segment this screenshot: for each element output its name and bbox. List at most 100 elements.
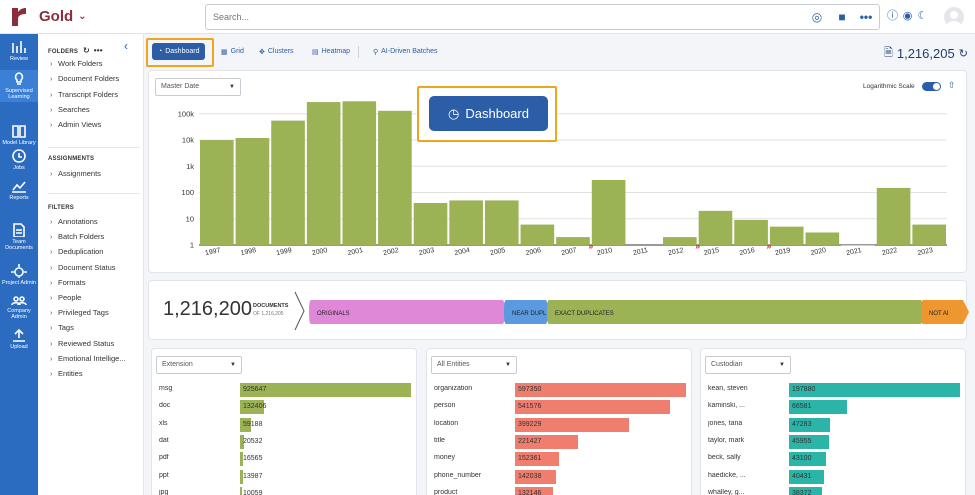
list-item[interactable]: doc 132406 — [159, 400, 414, 415]
segment-originals[interactable] — [309, 300, 509, 324]
sidebar-item-reviewed-status[interactable]: › Reviewed Status — [50, 339, 114, 348]
sidebar-item-entities[interactable]: › Entities — [50, 369, 83, 378]
sidebar-item-document-status[interactable]: › Document Status — [50, 263, 116, 272]
nav-review[interactable]: Review — [0, 38, 38, 66]
bar-1998[interactable] — [235, 137, 270, 245]
more-icon[interactable]: ••• — [859, 10, 873, 24]
bar-1997[interactable] — [200, 140, 234, 245]
bar-2007[interactable] — [556, 237, 590, 245]
export-icon[interactable]: ⇧ — [948, 80, 956, 90]
nav-jobs[interactable]: Jobs — [0, 147, 38, 175]
nav-reports[interactable]: Reports — [0, 177, 38, 205]
tab-dashboard[interactable]: ◔ Dashboard — [152, 43, 206, 60]
mask-icon[interactable]: ◉ — [902, 10, 913, 22]
sidebar-item-tags[interactable]: › Tags — [50, 323, 74, 332]
sidebar-item-label: Batch Folders — [58, 232, 105, 242]
bar-2003[interactable] — [413, 202, 448, 245]
row-label: phone_number — [434, 471, 482, 479]
list-item[interactable]: whalley, g... 38372 — [708, 486, 963, 495]
sidebar-item-formats[interactable]: › Formats — [50, 278, 86, 287]
list-item[interactable]: beck, sally 43100 — [708, 452, 963, 467]
divider — [48, 193, 140, 194]
nav-company-admin[interactable]: Company Admin — [0, 290, 38, 320]
refresh-icon[interactable]: ↻ — [958, 48, 968, 60]
bar-2012[interactable] — [663, 237, 697, 245]
refresh-icon[interactable]: ↻ — [82, 46, 90, 55]
sidebar-item-document-folders[interactable]: › Document Folders — [50, 74, 119, 83]
bar-2015[interactable] — [698, 210, 733, 245]
log-scale-toggle[interactable] — [922, 82, 941, 91]
list-item[interactable]: taylor, mark 45955 — [708, 434, 963, 449]
sidebar-item-privileged-tags[interactable]: › Privileged Tags — [50, 308, 109, 317]
list-item[interactable]: jpg 10059 — [159, 486, 414, 495]
app-logo-icon[interactable] — [9, 6, 29, 28]
tab-ai-driven-batches[interactable]: ⚲ AI-Driven Batches — [373, 43, 438, 60]
bar-2004[interactable] — [449, 200, 483, 245]
collapse-sidebar-icon[interactable]: ‹ — [124, 39, 128, 53]
list-item[interactable]: person 541576 — [434, 400, 689, 415]
segment-exact-duplicates[interactable] — [547, 300, 927, 324]
sidebar-item-batch-folders[interactable]: › Batch Folders — [50, 232, 104, 241]
workspace-selector[interactable]: Gold ⌄ — [39, 8, 87, 25]
nav-project-admin[interactable]: Project Admin — [0, 262, 38, 290]
list-item[interactable]: phone_number 142038 — [434, 469, 689, 484]
list-item[interactable]: msg 925647 — [159, 383, 414, 397]
list-item[interactable]: title 221427 — [434, 434, 689, 449]
bar-2010[interactable] — [591, 179, 626, 245]
master-date-select[interactable]: Master Date ▼ — [155, 78, 241, 96]
extension-select[interactable]: Extension ▼ — [156, 356, 242, 374]
sidebar-item-annotations[interactable]: › Annotations — [50, 217, 98, 226]
search-input[interactable] — [206, 5, 766, 29]
list-item[interactable]: jones, tana 47283 — [708, 417, 963, 432]
segment-near-dupl[interactable] — [504, 300, 552, 324]
bar-2002[interactable] — [378, 110, 412, 245]
target-icon[interactable]: ◎ — [811, 10, 823, 24]
list-item[interactable]: organization 597350 — [434, 383, 689, 397]
sidebar-item-admin-views[interactable]: › Admin Views — [50, 120, 101, 129]
moon-icon[interactable]: ☾ — [917, 10, 928, 22]
bar-2023[interactable] — [912, 224, 946, 245]
nav-team-documents[interactable]: Team Documents — [0, 221, 38, 251]
avatar[interactable] — [944, 7, 964, 27]
dashboard-callout-button[interactable]: ◷ Dashboard — [429, 96, 548, 131]
nav-upload[interactable]: Upload — [0, 326, 38, 354]
segment-not-ai[interactable] — [921, 300, 969, 324]
list-item[interactable]: ppt 13987 — [159, 469, 414, 484]
nav-model-library[interactable]: Model Library — [0, 122, 38, 150]
bar-1999[interactable] — [271, 120, 305, 245]
sidebar-item-people[interactable]: › People — [50, 293, 81, 302]
tab-grid[interactable]: ▦ Grid — [221, 43, 244, 60]
help-icon[interactable]: ⓘ — [887, 10, 898, 22]
list-item[interactable]: pdf 16565 — [159, 452, 414, 467]
sidebar-item-transcript-folders[interactable]: › Transcript Folders — [50, 90, 118, 99]
sidebar-item-deduplication[interactable]: › Deduplication — [50, 247, 103, 256]
list-item[interactable]: dat 20532 — [159, 434, 414, 449]
list-item[interactable]: kean, steven 197880 — [708, 383, 963, 397]
sidebar-item-work-folders[interactable]: › Work Folders — [50, 59, 102, 68]
bar-2006[interactable] — [520, 224, 555, 245]
all-entities-select[interactable]: All Entities ▼ — [431, 356, 517, 374]
list-item[interactable]: kaminski, ... 66581 — [708, 400, 963, 415]
list-item[interactable]: money 152361 — [434, 452, 689, 467]
list-item[interactable]: haedicke, ... 40431 — [708, 469, 963, 484]
bar-2021[interactable] — [841, 245, 875, 246]
custodian-select[interactable]: Custodian ▼ — [705, 356, 791, 374]
sidebar-item-searches[interactable]: › Searches — [50, 105, 90, 114]
tab-clusters[interactable]: ✥ Clusters — [259, 43, 294, 60]
bar-2001[interactable] — [342, 101, 377, 245]
bar-2022[interactable] — [876, 187, 911, 245]
save-icon[interactable]: ■ — [838, 10, 846, 24]
bar-2000[interactable] — [306, 102, 341, 245]
bar-2005[interactable] — [484, 200, 519, 245]
list-item[interactable]: location 399229 — [434, 417, 689, 432]
tab-heatmap[interactable]: ▤ Heatmap — [312, 43, 350, 60]
list-item[interactable]: xls 59188 — [159, 417, 414, 432]
bar-2016[interactable] — [734, 219, 768, 245]
sidebar-item-emotional-intellige-[interactable]: › Emotional Intellige... — [50, 354, 126, 363]
bar-2019[interactable] — [769, 226, 804, 245]
bar-2020[interactable] — [805, 232, 840, 245]
list-item[interactable]: product 132146 — [434, 486, 689, 495]
more-icon[interactable]: ••• — [93, 46, 103, 55]
nav-supervised-learning[interactable]: Supervised Learning — [0, 70, 38, 102]
sidebar-item-assignments[interactable]: › Assignments — [50, 169, 101, 178]
